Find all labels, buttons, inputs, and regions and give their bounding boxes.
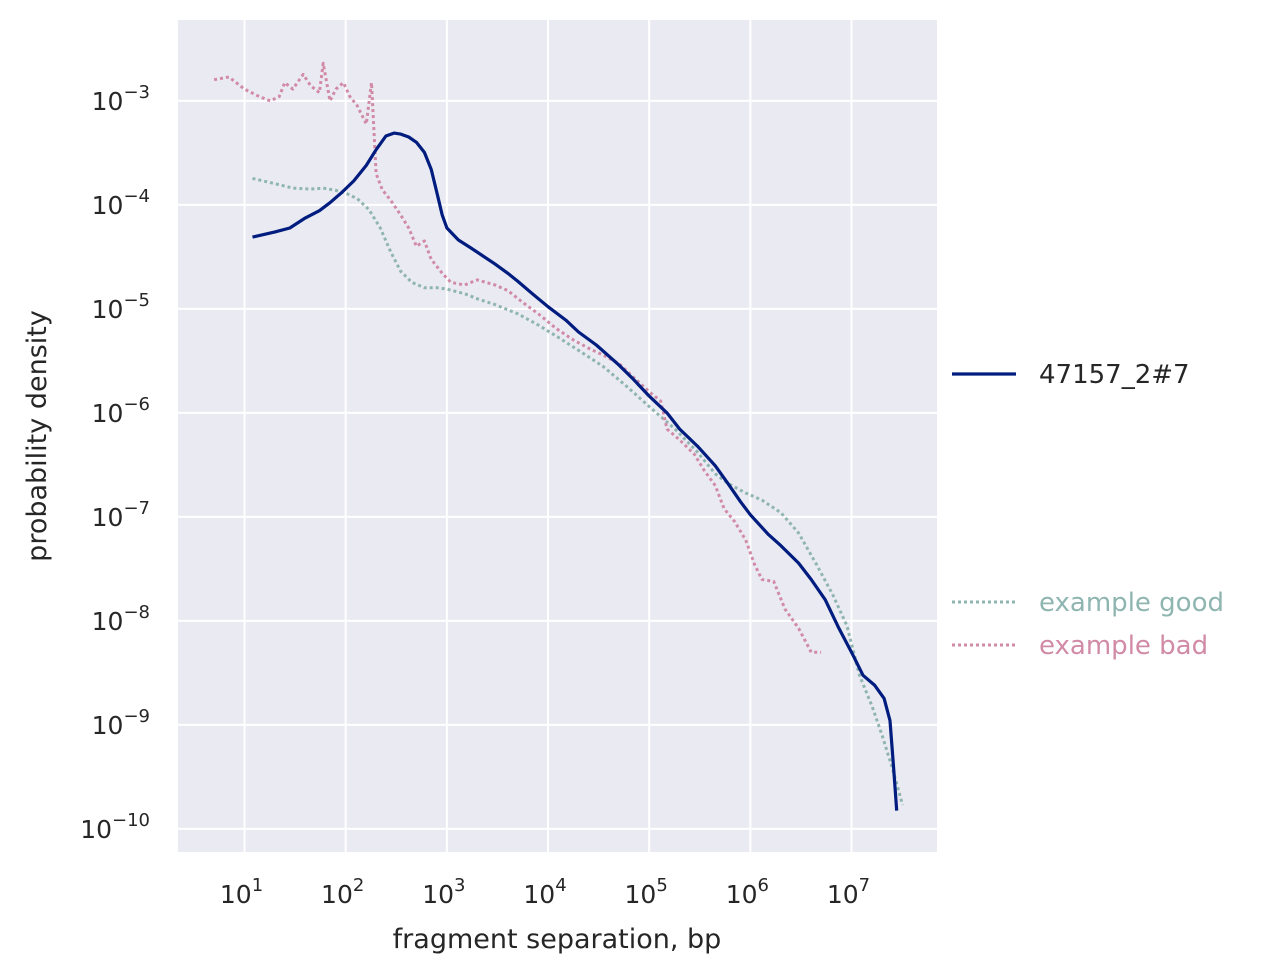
y-gridlines (178, 99, 937, 830)
x-tick-label: 106 (726, 875, 769, 909)
y-tick-label: 10−4 (92, 186, 150, 220)
x-gridlines (243, 20, 853, 852)
series-line-47157-2-7 (252, 131, 899, 811)
x-tick-label: 105 (625, 875, 668, 909)
x-axis-label: fragment separation, bp (393, 924, 722, 955)
legend-label: example good (1039, 588, 1224, 618)
y-tick-label: 10−6 (92, 394, 150, 428)
x-tick-label: 107 (827, 875, 870, 909)
y-tick-label: 10−3 (92, 82, 150, 116)
y-tick-label: 10−10 (80, 810, 150, 844)
legend-label: 47157_2#7 (1039, 360, 1190, 390)
y-tick-label: 10−5 (92, 290, 150, 324)
x-tick-label: 101 (220, 875, 263, 909)
y-tick-label: 10−9 (92, 706, 150, 740)
legend-label: example bad (1039, 631, 1208, 661)
y-tick-label: 10−8 (92, 602, 150, 636)
x-tick-label: 103 (422, 875, 465, 909)
x-tick-label: 102 (321, 875, 364, 909)
x-tick-label: 104 (523, 875, 566, 909)
plot-background (178, 20, 937, 852)
y-tick-labels: 10−10 10−9 10−8 10−7 10−6 10−5 10−4 10−3 (80, 82, 150, 844)
y-tick-label: 10−7 (92, 498, 150, 532)
series-line-example-good (252, 176, 905, 806)
x-tick-labels: 101 102 103 104 105 106 107 (220, 875, 870, 909)
series-lines (213, 61, 905, 811)
y-axis-label: probability density (22, 310, 53, 562)
